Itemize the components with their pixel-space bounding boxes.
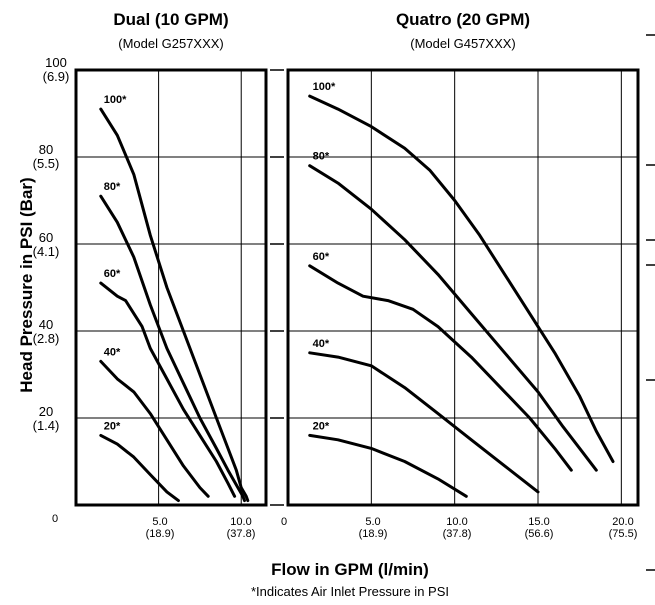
- x-tick-lpm: (18.9): [145, 528, 175, 540]
- y-tick-20: 20 (1.4): [26, 405, 66, 433]
- footnote: *Indicates Air Inlet Pressure in PSI: [251, 584, 449, 599]
- y-tick-bar: (5.5): [32, 156, 60, 171]
- y-tick-bar: (2.8): [32, 331, 60, 346]
- y-tick-psi: 40: [38, 317, 54, 332]
- dual-series-label-4: 20*: [104, 420, 121, 432]
- x-tick-lpm: (56.6): [524, 528, 554, 540]
- quatro-series-line-2: [308, 264, 573, 472]
- y-tick-psi: 0: [51, 513, 59, 525]
- x-tick-gpm: 20.0: [612, 516, 634, 528]
- quatro-chart-subtitle: (Model G457XXX): [410, 36, 516, 51]
- x-tick-gpm: 5.0: [152, 516, 168, 528]
- y-tick-psi: 20: [38, 404, 54, 419]
- y-tick-0: 0: [40, 512, 70, 526]
- quatro-series-label-0: 100*: [313, 81, 336, 93]
- quatro-x-tick-5: 5.0 (18.9): [353, 516, 393, 540]
- y-tick-60: 60 (4.1): [26, 231, 66, 259]
- quatro-x-tick-0: 0: [274, 516, 294, 528]
- dual-chart-title: Dual (10 GPM): [113, 10, 229, 29]
- quatro-series-line-3: [308, 351, 540, 494]
- y-tick-bar: (6.9): [42, 69, 70, 84]
- x-tick-lpm: (37.8): [442, 528, 472, 540]
- dual-series-line-1: [99, 194, 246, 503]
- x-tick-gpm: 10.0: [446, 516, 468, 528]
- quatro-series-label-4: 20*: [313, 420, 330, 432]
- x-axis-title: Flow in GPM (l/min): [271, 560, 429, 579]
- y-tick-psi: 60: [38, 230, 54, 245]
- dual-series-line-3: [99, 359, 210, 498]
- dual-x-tick-5: 5.0 (18.9): [140, 516, 180, 540]
- quatro-series-label-3: 40*: [313, 338, 330, 350]
- x-tick-gpm: 10.0: [230, 516, 252, 528]
- y-tick-psi: 100: [45, 55, 67, 70]
- y-tick-40: 40 (2.8): [26, 318, 66, 346]
- dual-series-label-2: 60*: [104, 268, 121, 280]
- x-tick-lpm: (18.9): [358, 528, 388, 540]
- dual-series-label-0: 100*: [104, 94, 127, 106]
- x-tick-gpm: 15.0: [528, 516, 550, 528]
- x-tick-lpm: (37.8): [226, 528, 256, 540]
- y-tick-psi: 80: [38, 142, 54, 157]
- quatro-series-label-2: 60*: [313, 251, 330, 263]
- y-tick-80: 80 (5.5): [26, 143, 66, 171]
- quatro-series-line-0: [308, 94, 615, 463]
- dual-series-label-3: 40*: [104, 346, 121, 358]
- quatro-plot-frame: [286, 68, 640, 507]
- x-tick-gpm: 0: [280, 516, 288, 528]
- quatro-series-label-1: 80*: [313, 151, 330, 163]
- dual-x-tick-10: 10.0 (37.8): [221, 516, 261, 540]
- quatro-series-line-4: [308, 433, 468, 498]
- dual-chart-subtitle: (Model G257XXX): [118, 36, 224, 51]
- x-tick-gpm: 5.0: [365, 516, 381, 528]
- quatro-x-tick-20: 20.0 (75.5): [603, 516, 643, 540]
- dual-plot-frame: [74, 68, 268, 507]
- y-tick-100: 100 (6.9): [36, 56, 76, 84]
- quatro-chart-title: Quatro (20 GPM): [395, 10, 531, 29]
- dual-series-label-1: 80*: [104, 181, 121, 193]
- y-tick-bar: (4.1): [32, 244, 60, 259]
- quatro-x-tick-10: 10.0 (37.8): [437, 516, 477, 540]
- quatro-x-tick-15: 15.0 (56.6): [519, 516, 559, 540]
- dual-series-line-4: [99, 433, 180, 503]
- x-tick-lpm: (75.5): [608, 528, 638, 540]
- y-tick-bar: (1.4): [32, 418, 60, 433]
- dual-series-line-2: [99, 281, 237, 498]
- dual-series-line-0: [99, 107, 250, 503]
- quatro-series-line-1: [308, 164, 598, 472]
